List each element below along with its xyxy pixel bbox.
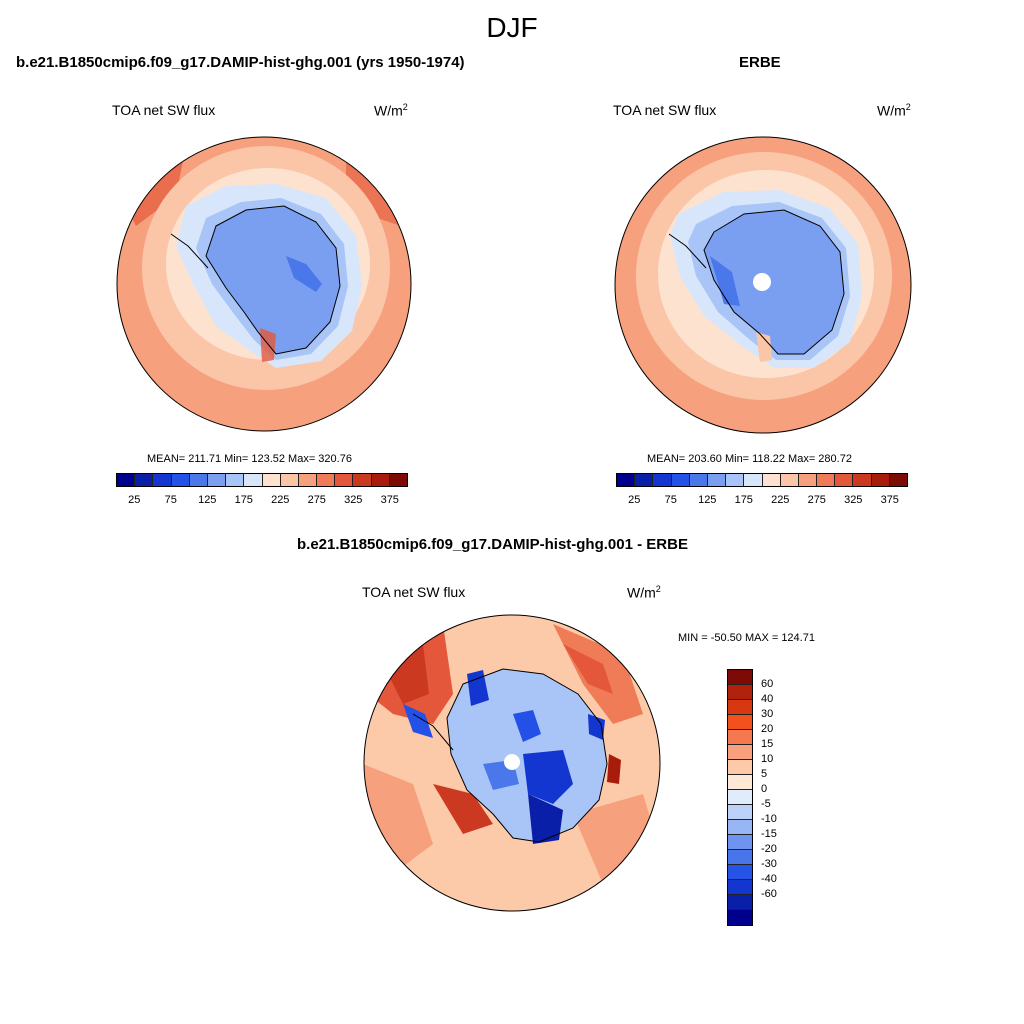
panel-2-colorbar-box — [617, 474, 636, 486]
panel-3-colorbar-box — [728, 910, 752, 925]
panel-3-colorbar-box — [728, 685, 752, 700]
panel-1-colorbar-box — [117, 474, 136, 486]
panel-1-colorbar-box — [389, 474, 407, 486]
panel-1-colorbar-box — [371, 474, 390, 486]
panel-1-colorbar-tick-label: 275 — [307, 494, 326, 506]
panel-3-colorbar-box — [728, 820, 752, 835]
panel-1-colorbar-box — [226, 474, 245, 486]
panel-3-colorbar-box — [728, 745, 752, 760]
panel-2-colorbar-tick-label: 275 — [807, 494, 826, 506]
panel-3-stats: MIN = -50.50 MAX = 124.71 — [678, 632, 815, 644]
panel-3-colorbar-box — [728, 880, 752, 895]
panel-1-colorbar — [116, 473, 408, 487]
panel-3-colorbar-tick-label: 15 — [761, 738, 774, 750]
panel-3-colorbar-box — [728, 835, 752, 850]
panel-2-colorbar — [616, 473, 908, 487]
panel-3-colorbar-tick-label: -10 — [761, 813, 777, 825]
panel-2-colorbar-box — [780, 474, 799, 486]
panel-2-colorbar-box — [835, 474, 854, 486]
panel-2-colorbar-box — [762, 474, 781, 486]
figure-title: DJF — [486, 12, 538, 43]
panel-2-colorbar-box — [817, 474, 836, 486]
panel-1-colorbar-box — [244, 474, 263, 486]
panel-3-colorbar-tick-label: 10 — [761, 753, 774, 765]
panel-3-colorbar-tick-label: -20 — [761, 843, 777, 855]
panel-1-colorbar-tick-label: 25 — [128, 494, 141, 506]
panel-3-polar-map — [363, 614, 661, 912]
panel-3-colorbar-tick-label: 5 — [761, 768, 768, 780]
panel-2-units: W/m2 — [877, 102, 911, 119]
panel-2-colorbar-box — [671, 474, 690, 486]
panel-3-colorbar-box — [728, 865, 752, 880]
panel-2-colorbar-box — [744, 474, 763, 486]
panel-2-colorbar-box — [726, 474, 745, 486]
panel-3-colorbar-box — [728, 790, 752, 805]
panel-1-colorbar-tick-label: 375 — [380, 494, 399, 506]
panel-3-colorbar-tick-label: 30 — [761, 708, 774, 720]
panel-3-colorbar-box — [728, 700, 752, 715]
panel-1-colorbar-tick-label: 125 — [198, 494, 217, 506]
panel-3-colorbar-box — [728, 895, 752, 910]
panel-2-field-label: TOA net SW flux — [613, 102, 717, 118]
panel-2-stats: MEAN= 203.60 Min= 118.22 Max= 280.72 — [647, 453, 852, 465]
panel-1-colorbar-box — [207, 474, 227, 486]
panel-3-colorbar-box — [728, 775, 752, 790]
panel-2-colorbar-tick-label: 25 — [628, 494, 641, 506]
panel-2-colorbar-box — [707, 474, 727, 486]
panel-1-units: W/m2 — [374, 102, 408, 119]
panel-2-colorbar-tick-label: 75 — [664, 494, 677, 506]
panel-1-colorbar-box — [317, 474, 336, 486]
panel-3-colorbar-tick-label: 60 — [761, 678, 774, 690]
panel-1-colorbar-box — [135, 474, 154, 486]
panel-3-colorbar — [727, 669, 753, 926]
panel-3-colorbar-tick-label: -15 — [761, 828, 777, 840]
panel-1-colorbar-box — [298, 474, 318, 486]
panel-1-colorbar-tick-label: 325 — [344, 494, 363, 506]
panel-3-colorbar-box — [728, 730, 752, 745]
panel-2-colorbar-box — [853, 474, 872, 486]
panel-2-colorbar-tick-label: 175 — [734, 494, 753, 506]
panel-3-field-label: TOA net SW flux — [362, 584, 466, 600]
panel-2-title: ERBE — [739, 54, 781, 71]
panel-3-colorbar-tick-label: 20 — [761, 723, 774, 735]
panel-1-colorbar-box — [335, 474, 354, 486]
panel-3-colorbar-box — [728, 805, 752, 820]
panel-1-colorbar-box — [171, 474, 190, 486]
panel-2-colorbar-box — [635, 474, 654, 486]
panel-1-colorbar-box — [262, 474, 281, 486]
panel-3-colorbar-tick-label: -30 — [761, 858, 777, 870]
panel-3-units: W/m2 — [627, 584, 661, 601]
panel-1-stats: MEAN= 211.71 Min= 123.52 Max= 320.76 — [147, 453, 352, 465]
panel-1-colorbar-box — [153, 474, 172, 486]
panel-1-colorbar-box — [353, 474, 372, 486]
panel-2-colorbar-box — [689, 474, 708, 486]
panel-2-colorbar-tick-label: 375 — [880, 494, 899, 506]
panel-1-colorbar-box — [189, 474, 208, 486]
panel-3-colorbar-box — [728, 715, 752, 730]
panel-2-colorbar-tick-label: 325 — [844, 494, 863, 506]
panel-2-colorbar-box — [653, 474, 672, 486]
panel-3-colorbar-tick-label: 0 — [761, 783, 768, 795]
panel-2-colorbar-box — [798, 474, 818, 486]
panel-3-colorbar-tick-label: -5 — [761, 798, 771, 810]
panel-3-title: b.e21.B1850cmip6.f09_g17.DAMIP-hist-ghg.… — [297, 536, 688, 553]
panel-1-field-label: TOA net SW flux — [112, 102, 216, 118]
panel-2-polar-map — [614, 136, 912, 434]
panel-3-colorbar-box — [728, 670, 752, 685]
panel-2-colorbar-tick-label: 125 — [698, 494, 717, 506]
panel-1-title: b.e21.B1850cmip6.f09_g17.DAMIP-hist-ghg.… — [16, 54, 465, 71]
panel-2-colorbar-tick-label: 225 — [771, 494, 790, 506]
panel-3-colorbar-tick-label: -40 — [761, 873, 777, 885]
panel-3-colorbar-box — [728, 850, 752, 865]
panel-2-colorbar-box — [871, 474, 890, 486]
panel-1-colorbar-tick-label: 225 — [271, 494, 290, 506]
panel-3-colorbar-tick-label: -60 — [761, 888, 777, 900]
panel-3-colorbar-box — [728, 760, 752, 775]
panel-2-colorbar-box — [889, 474, 907, 486]
panel-1-polar-map — [116, 136, 412, 432]
panel-1-colorbar-box — [280, 474, 299, 486]
panel-3-colorbar-tick-label: 40 — [761, 693, 774, 705]
panel-1-colorbar-tick-label: 75 — [164, 494, 177, 506]
panel-1-colorbar-tick-label: 175 — [234, 494, 253, 506]
